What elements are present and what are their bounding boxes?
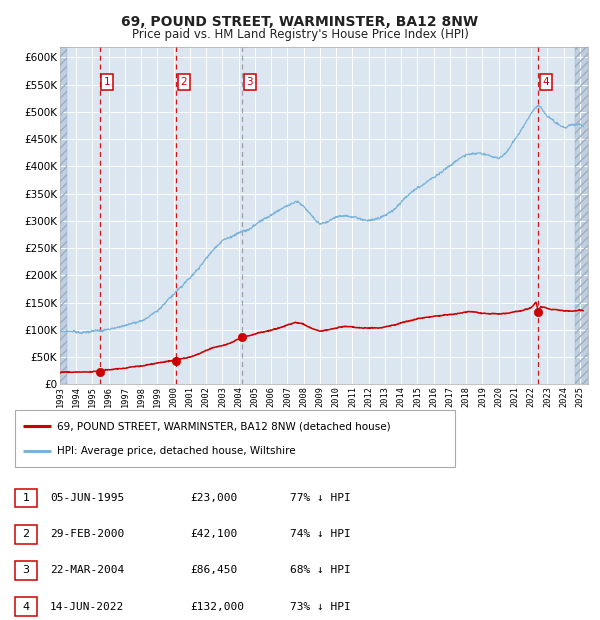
Bar: [575, 46, 588, 384]
Text: 1: 1: [23, 493, 29, 503]
Text: £132,000: £132,000: [190, 601, 244, 611]
Text: 73% ↓ HPI: 73% ↓ HPI: [290, 601, 351, 611]
Text: £86,450: £86,450: [190, 565, 237, 575]
Text: 05-JUN-1995: 05-JUN-1995: [50, 493, 124, 503]
Text: 4: 4: [22, 601, 29, 611]
Bar: [60, 46, 67, 384]
Text: 2: 2: [181, 77, 187, 87]
Bar: [15, 489, 37, 507]
Text: 2: 2: [22, 529, 29, 539]
Text: 77% ↓ HPI: 77% ↓ HPI: [290, 493, 351, 503]
Text: £42,100: £42,100: [190, 529, 237, 539]
Bar: [15, 410, 455, 467]
Text: 68% ↓ HPI: 68% ↓ HPI: [290, 565, 351, 575]
Text: 69, POUND STREET, WARMINSTER, BA12 8NW: 69, POUND STREET, WARMINSTER, BA12 8NW: [121, 16, 479, 30]
Bar: [15, 597, 37, 616]
Bar: [15, 525, 37, 544]
Text: Price paid vs. HM Land Registry's House Price Index (HPI): Price paid vs. HM Land Registry's House …: [131, 28, 469, 41]
Text: £23,000: £23,000: [190, 493, 237, 503]
Text: 3: 3: [247, 77, 253, 87]
Text: 74% ↓ HPI: 74% ↓ HPI: [290, 529, 351, 539]
Text: 4: 4: [542, 77, 549, 87]
Text: 29-FEB-2000: 29-FEB-2000: [50, 529, 124, 539]
Text: 69, POUND STREET, WARMINSTER, BA12 8NW (detached house): 69, POUND STREET, WARMINSTER, BA12 8NW (…: [57, 421, 391, 431]
Bar: [60, 46, 67, 384]
Text: 22-MAR-2004: 22-MAR-2004: [50, 565, 124, 575]
Bar: [575, 46, 588, 384]
Text: HPI: Average price, detached house, Wiltshire: HPI: Average price, detached house, Wilt…: [57, 446, 296, 456]
Bar: [15, 561, 37, 580]
Text: 3: 3: [23, 565, 29, 575]
Text: 1: 1: [104, 77, 110, 87]
Text: 14-JUN-2022: 14-JUN-2022: [50, 601, 124, 611]
